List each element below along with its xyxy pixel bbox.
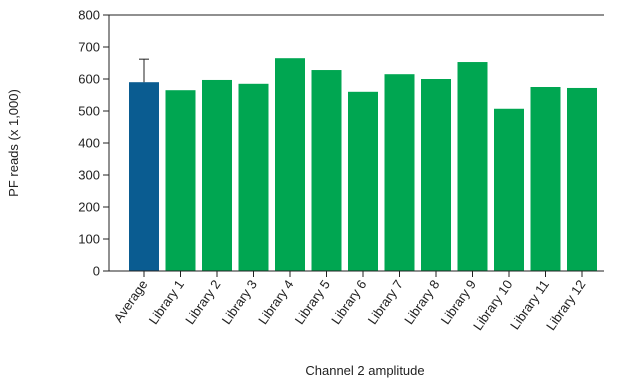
x-tick-label: Library 2 <box>182 277 223 327</box>
y-tick-label: 800 <box>78 8 100 23</box>
x-tick-label: Library 4 <box>255 277 296 327</box>
x-tick-label: Library 8 <box>401 277 442 327</box>
x-axis-title: Channel 2 amplitude <box>305 363 424 378</box>
bar-average <box>129 82 159 271</box>
bar-library-11 <box>530 87 561 271</box>
bar-library-6 <box>348 91 378 271</box>
y-axis: 0 100 200 300 400 500 600 700 800 <box>78 8 604 279</box>
bar-library-10 <box>494 108 524 271</box>
y-tick-label: 700 <box>78 40 100 55</box>
y-tick-label: 600 <box>78 72 100 87</box>
y-tick-label: 0 <box>93 264 100 279</box>
y-tick-label: 100 <box>78 232 100 247</box>
y-axis-title: PF reads (x 1,000) <box>6 89 21 197</box>
bar-library-2 <box>202 79 232 272</box>
x-tick-label: Average <box>111 277 151 325</box>
y-tick-label: 200 <box>78 200 100 215</box>
bar-library-9 <box>457 62 488 271</box>
bar-library-7 <box>384 74 415 271</box>
y-tick-label: 400 <box>78 136 100 151</box>
x-tick-label: Library 1 <box>146 277 187 327</box>
bar-library-5 <box>311 70 342 271</box>
bar-library-3 <box>238 83 269 271</box>
bar-library-8 <box>421 79 451 271</box>
error-bar-group <box>139 58 149 83</box>
x-tick-label: Library 7 <box>365 277 406 327</box>
bar-library-4 <box>275 58 305 272</box>
bar-library-1 <box>165 90 196 271</box>
x-tick-label: Library 6 <box>328 277 369 327</box>
y-tick-label: 500 <box>78 104 100 119</box>
x-tick-label: Library 3 <box>219 277 260 327</box>
bar-library-12 <box>567 87 597 272</box>
x-tick-label: Library 5 <box>292 277 333 327</box>
y-tick-label: 300 <box>78 168 100 183</box>
bar-group <box>129 58 597 272</box>
